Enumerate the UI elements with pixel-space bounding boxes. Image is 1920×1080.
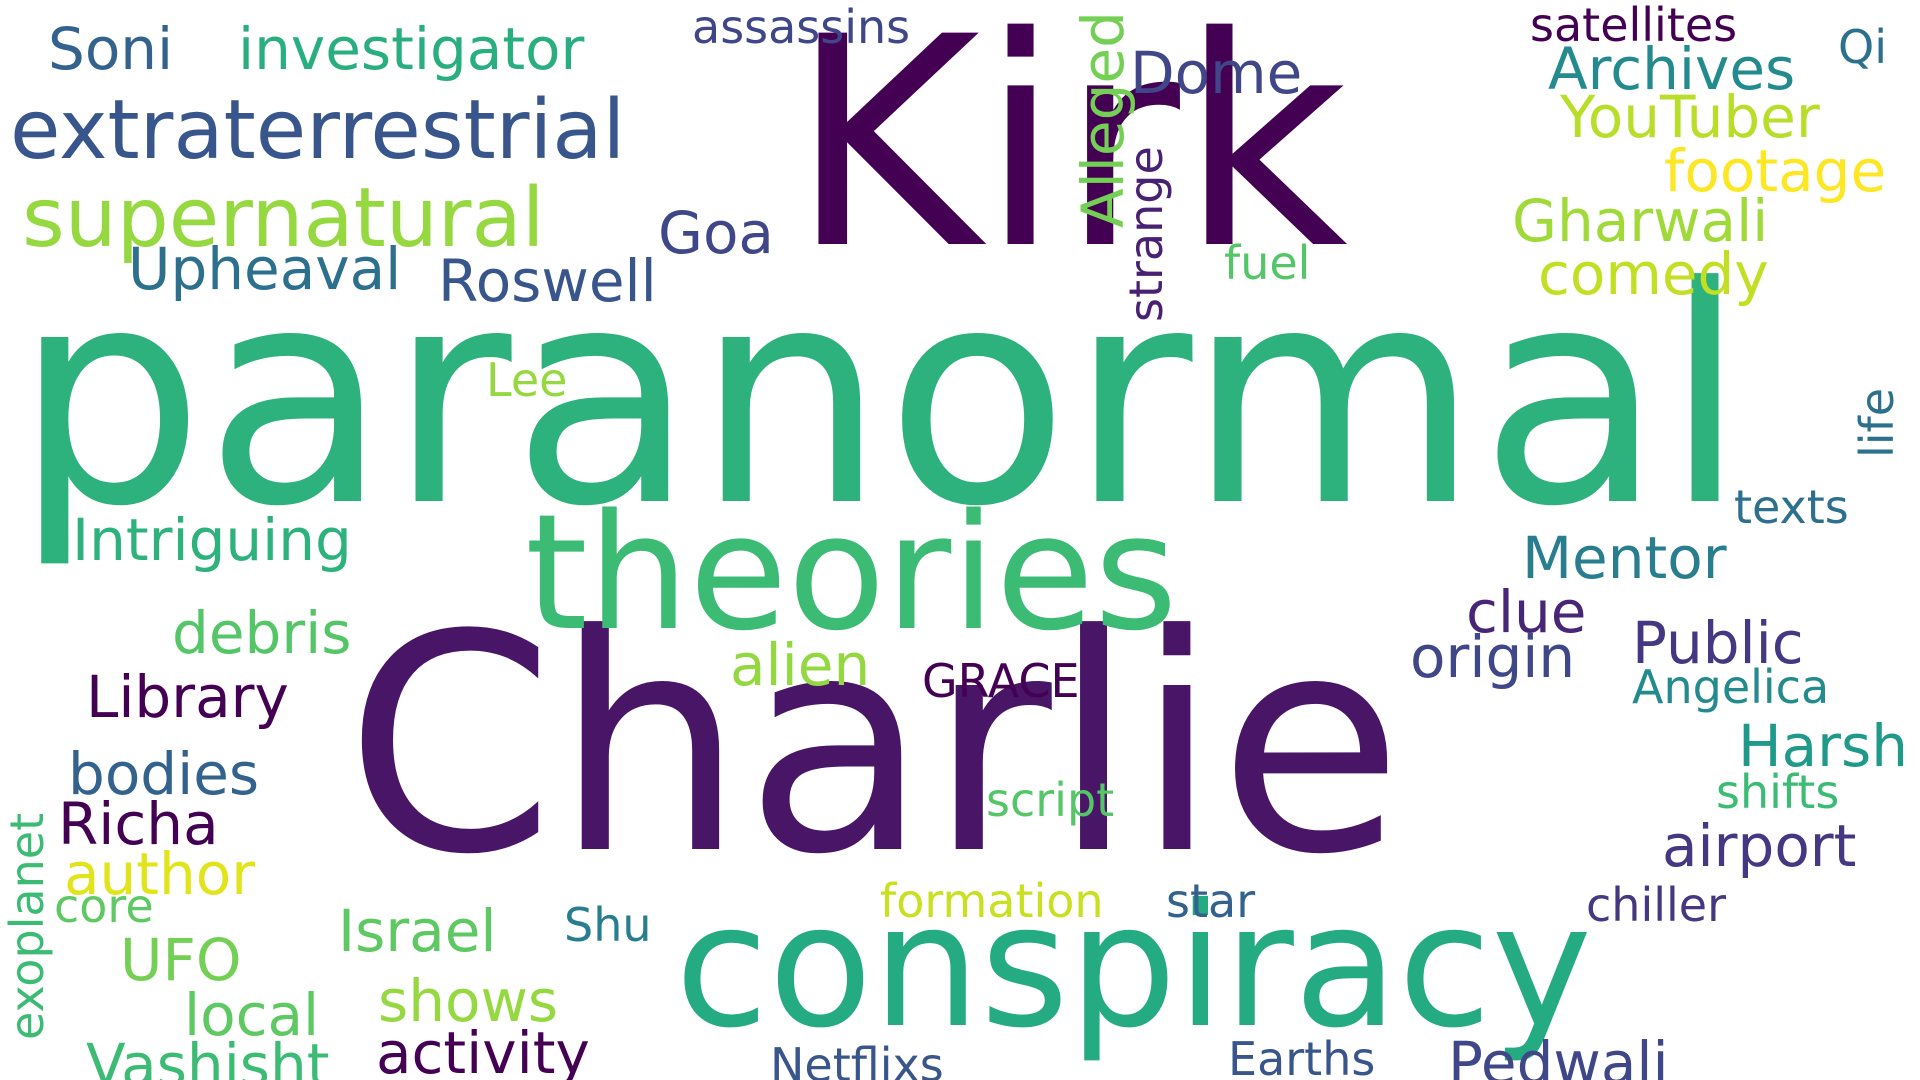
word-exoplanet[interactable]: exoplanet	[0, 812, 54, 1040]
word-soni[interactable]: Soni	[48, 15, 174, 83]
word-theories[interactable]: theories	[525, 479, 1178, 666]
word-charlie[interactable]: Charlie	[345, 571, 1404, 920]
word-pedwali[interactable]: Pedwali	[1448, 1029, 1669, 1080]
word-footage[interactable]: footage	[1664, 137, 1887, 205]
word-youtuber[interactable]: YouTuber	[1560, 83, 1820, 151]
word-extraterrestrial[interactable]: extraterrestrial	[10, 83, 626, 178]
word-alien[interactable]: alien	[730, 631, 871, 699]
word-shifts[interactable]: shifts	[1716, 765, 1840, 819]
word-archives[interactable]: Archives	[1548, 35, 1796, 103]
word-israel[interactable]: Israel	[338, 897, 497, 965]
word-goa[interactable]: Goa	[658, 199, 774, 267]
word-netflixs[interactable]: Netflixs	[770, 1038, 944, 1080]
word-qi[interactable]: Qi	[1838, 20, 1887, 74]
word-texts[interactable]: texts	[1734, 480, 1849, 534]
word-gharwali[interactable]: Gharwali	[1512, 187, 1769, 255]
word-bodies[interactable]: bodies	[68, 740, 260, 808]
word-origin[interactable]: origin	[1410, 623, 1576, 691]
word-shows[interactable]: shows	[378, 967, 559, 1035]
word-roswell[interactable]: Roswell	[438, 247, 657, 315]
word-kirk[interactable]: Kirk	[790, 0, 1348, 313]
word-dome[interactable]: Dome	[1130, 39, 1303, 107]
word-public[interactable]: Public	[1632, 609, 1804, 677]
word-core[interactable]: core	[54, 879, 154, 933]
word-shu[interactable]: Shu	[564, 898, 652, 952]
word-grace[interactable]: GRACE	[922, 654, 1080, 708]
word-fuel[interactable]: fuel	[1224, 236, 1311, 290]
word-angelica[interactable]: Angelica	[1632, 660, 1830, 714]
word-upheaval[interactable]: Upheaval	[128, 235, 402, 303]
word-richa[interactable]: Richa	[58, 790, 219, 858]
word-earths[interactable]: Earths	[1228, 1032, 1376, 1080]
word-paranormal[interactable]: paranormal	[14, 223, 1747, 572]
word-intriguing[interactable]: Intriguing	[72, 506, 352, 574]
word-life[interactable]: life	[1850, 387, 1904, 458]
word-vashisht[interactable]: Vashisht	[86, 1031, 330, 1080]
word-local[interactable]: local	[184, 981, 320, 1049]
word-activity[interactable]: activity	[376, 1019, 590, 1080]
word-investigator[interactable]: investigator	[238, 15, 585, 83]
word-satellites[interactable]: satellites	[1530, 0, 1738, 52]
word-assassins[interactable]: assassins	[692, 0, 911, 54]
word-ufo[interactable]: UFO	[120, 926, 242, 994]
word-airport[interactable]: airport	[1662, 812, 1857, 880]
word-harsh[interactable]: Harsh	[1738, 712, 1908, 780]
word-comedy[interactable]: comedy	[1538, 240, 1769, 308]
word-debris[interactable]: debris	[172, 599, 352, 667]
word-chiller[interactable]: chiller	[1586, 878, 1726, 932]
word-script[interactable]: script	[986, 773, 1115, 827]
word-author[interactable]: author	[64, 840, 256, 908]
word-conspiracy[interactable]: conspiracy	[675, 868, 1593, 1066]
word-lee[interactable]: Lee	[486, 353, 568, 407]
word-supernatural[interactable]: supernatural	[22, 171, 545, 266]
word-library[interactable]: Library	[86, 663, 289, 731]
word-star[interactable]: star	[1166, 874, 1256, 928]
word-strange[interactable]: strange	[1119, 146, 1173, 322]
word-mentor[interactable]: Mentor	[1522, 524, 1727, 592]
word-formation[interactable]: formation	[880, 874, 1104, 928]
word-clue[interactable]: clue	[1466, 578, 1587, 646]
